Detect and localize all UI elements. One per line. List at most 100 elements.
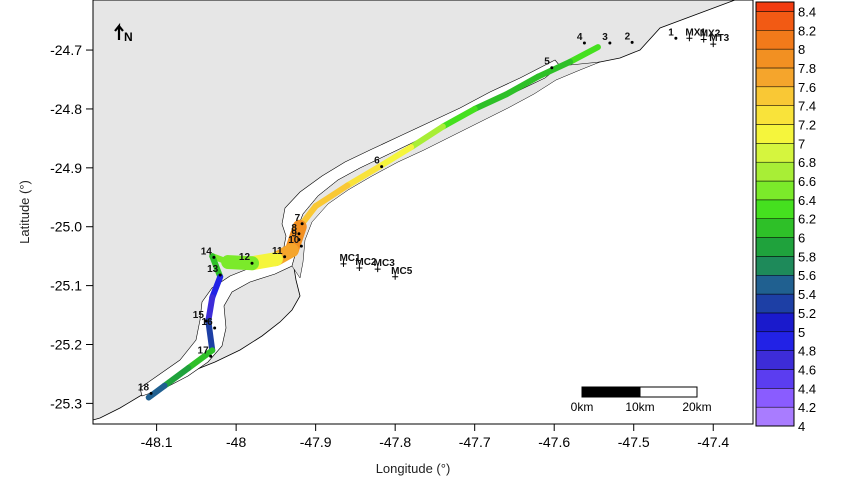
station-marker xyxy=(380,165,384,169)
station-marker xyxy=(204,319,208,323)
x-tick-label: -47.4 xyxy=(697,434,729,450)
legend-label: 7 xyxy=(798,136,805,151)
station-label: 5 xyxy=(544,57,550,68)
y-tick-label: -24.9 xyxy=(50,160,82,176)
legend-label: 5.8 xyxy=(798,249,816,264)
scale-label-10: 10km xyxy=(625,400,654,414)
salinity-segment xyxy=(205,317,216,354)
offshore-label: MC2 xyxy=(355,257,377,268)
x-tick-label: -47.7 xyxy=(459,434,491,450)
station-marker xyxy=(630,40,634,44)
legend-label: 6.4 xyxy=(798,193,816,208)
offshore-label: MC5 xyxy=(391,266,413,277)
y-axis-label: Latitude (°) xyxy=(17,180,32,244)
station-label: 10 xyxy=(288,235,300,246)
scale-bar-white xyxy=(639,386,698,398)
legend-swatch xyxy=(755,388,795,408)
legend-swatch xyxy=(755,180,795,201)
station-marker xyxy=(297,238,301,242)
legend-label: 6.8 xyxy=(798,155,816,170)
station-label: 3 xyxy=(602,32,608,43)
legend-label: 8.4 xyxy=(798,4,816,19)
salinity-segment xyxy=(145,382,168,401)
scale-bar-black xyxy=(581,386,641,398)
station-label: 2 xyxy=(625,31,631,42)
legend-label: 7.4 xyxy=(798,99,816,114)
station-marker xyxy=(250,261,254,265)
x-tick-label: -48.1 xyxy=(141,434,173,450)
legend-label: 6.2 xyxy=(798,212,816,227)
legend-label: 8 xyxy=(798,42,805,57)
y-tick-label: -25.0 xyxy=(50,219,82,235)
legend-swatch xyxy=(755,293,795,314)
station-marker xyxy=(209,354,213,358)
y-tick-label: -24.7 xyxy=(50,42,82,58)
legend-label: 7.6 xyxy=(798,80,816,95)
legend-label: 5.2 xyxy=(798,306,816,321)
offshore-point: MT3 xyxy=(709,33,730,48)
legend-swatch xyxy=(755,86,795,106)
offshore-label: MX2 xyxy=(700,28,721,39)
offshore-point: MC1 xyxy=(339,253,361,267)
offshore-point: MC5 xyxy=(391,266,413,280)
scale-bar: 0km 10km 20km xyxy=(571,386,712,414)
station-label: 11 xyxy=(272,246,283,257)
legend-label: 4.8 xyxy=(798,344,816,359)
salinity-segment xyxy=(376,144,415,170)
station-label: 6 xyxy=(374,156,380,167)
north-arrow-label: N xyxy=(124,30,133,44)
legend-label: 4.2 xyxy=(798,400,816,415)
station-marker xyxy=(218,273,222,277)
legend-swatch xyxy=(755,1,795,12)
station-marker xyxy=(297,232,301,236)
offshore-marker xyxy=(340,260,347,267)
y-tick-label: -25.1 xyxy=(50,278,82,294)
station-marker xyxy=(212,255,216,259)
legend-swatch xyxy=(755,369,795,389)
offshore-marker xyxy=(374,266,381,273)
station-label: 16 xyxy=(202,317,214,328)
scale-label-0: 0km xyxy=(571,400,594,414)
legend-label: 6 xyxy=(798,231,805,246)
offshore-marker xyxy=(356,264,363,271)
station-label: 17 xyxy=(198,345,210,356)
station-label: 9 xyxy=(291,229,297,240)
x-tick-label: -47.5 xyxy=(618,434,650,450)
legend-label: 5.4 xyxy=(798,287,816,302)
offshore-label: MT3 xyxy=(709,33,729,44)
station-marker xyxy=(149,391,153,395)
station-label: 15 xyxy=(193,310,205,321)
salinity-segment xyxy=(471,91,510,112)
legend-label: 7.8 xyxy=(798,61,816,76)
station-label: 12 xyxy=(239,252,251,263)
legend-label: 6.6 xyxy=(798,174,816,189)
station-marker xyxy=(300,222,304,226)
legend-swatch xyxy=(755,199,795,219)
legend-label: 5 xyxy=(798,325,805,340)
station-marker xyxy=(674,36,678,40)
offshore-marker xyxy=(392,273,399,280)
offshore-marker xyxy=(700,36,707,43)
salinity-segment xyxy=(161,365,192,389)
legend-frame xyxy=(755,1,795,427)
salinity-segments xyxy=(145,44,601,401)
y-tick-label: -25.3 xyxy=(50,395,82,411)
y-axis-ticks: -24.7 -24.8 -24.9 -25.0 -25.1 -25.2 -25.3 xyxy=(50,42,93,411)
legend-swatch xyxy=(755,48,795,69)
salinity-segment xyxy=(408,123,446,151)
legend-swatch xyxy=(755,274,795,295)
legend-label: 4.4 xyxy=(798,381,816,396)
x-tick-label: -48 xyxy=(226,434,246,450)
legend-swatch xyxy=(755,105,795,125)
salinity-segment xyxy=(185,347,216,372)
offshore-marker xyxy=(710,41,717,48)
salinity-segment xyxy=(209,253,224,280)
legend-label: 7.2 xyxy=(798,117,816,132)
color-legend: 8.4 8.2 8 7.8 7.6 7.4 7.2 7 6.8 6.6 6.4 6.2 6 5.8 5.6 5… xyxy=(755,1,816,434)
station-label: 7 xyxy=(295,213,301,224)
legend-label: 4 xyxy=(798,419,805,434)
salinity-segment xyxy=(209,273,224,301)
x-axis-ticks: -48.1 -48 -47.9 -47.8 -47.7 -47.6 -47.5 -47.4 xyxy=(141,424,729,450)
y-tick-label: -25.2 xyxy=(50,337,82,353)
